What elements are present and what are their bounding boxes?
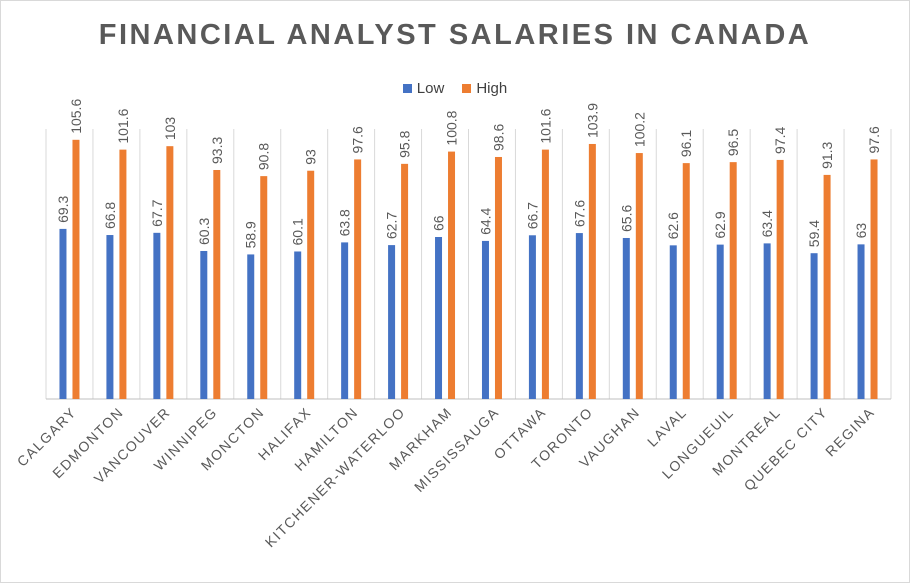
- bar-low: [294, 251, 302, 399]
- data-label-high: 93: [303, 149, 319, 165]
- data-label-high: 103.9: [584, 103, 600, 138]
- data-label-high: 100.2: [631, 112, 647, 147]
- data-label-low: 66.7: [524, 202, 540, 229]
- bar-low: [528, 235, 536, 399]
- x-tick-label: LAVAL: [644, 404, 690, 450]
- bar-low: [481, 240, 489, 399]
- legend: Low High: [1, 80, 909, 97]
- data-label-low: 62.9: [712, 211, 728, 238]
- data-label-low: 63: [853, 223, 869, 239]
- x-tick-label: QUEBEC CITY: [741, 404, 831, 494]
- data-label-high: 97.6: [350, 126, 366, 153]
- data-label-high: 101.6: [537, 108, 553, 143]
- data-label-high: 98.6: [490, 124, 506, 151]
- bar-high: [72, 139, 80, 400]
- legend-item-low: Low: [402, 80, 445, 97]
- data-label-low: 67.6: [571, 200, 587, 227]
- x-tick-label: REGINA: [822, 404, 878, 460]
- data-label-low: 67.7: [149, 199, 165, 226]
- bar-high: [541, 149, 549, 399]
- data-label-low: 64.4: [477, 207, 493, 234]
- bar-high: [354, 159, 362, 399]
- legend-swatch-high: [462, 84, 472, 93]
- data-label-high: 105.6: [68, 99, 84, 134]
- bar-high: [682, 163, 690, 399]
- bar-high: [260, 176, 268, 399]
- legend-label-low: Low: [416, 80, 445, 97]
- bar-low: [388, 245, 396, 399]
- bar-low: [763, 243, 771, 399]
- data-label-high: 96.5: [725, 129, 741, 156]
- data-label-low: 66: [431, 215, 447, 231]
- bar-high: [870, 159, 878, 399]
- bar-low: [669, 245, 677, 399]
- data-label-low: 60.3: [196, 218, 212, 245]
- bar-low: [153, 232, 161, 399]
- data-label-high: 95.8: [397, 130, 413, 157]
- bar-high: [401, 163, 409, 399]
- data-label-low: 60.1: [290, 218, 306, 245]
- bar-low: [716, 244, 724, 399]
- bar-high: [166, 146, 174, 399]
- bar-high: [494, 156, 502, 399]
- bar-low: [575, 233, 583, 399]
- bar-low: [247, 254, 255, 399]
- data-label-high: 101.6: [115, 108, 131, 143]
- data-label-high: 93.3: [209, 137, 225, 164]
- data-label-high: 96.1: [678, 130, 694, 157]
- data-label-low: 62.6: [665, 212, 681, 239]
- data-label-high: 97.4: [772, 126, 788, 153]
- bar-high: [588, 143, 596, 399]
- data-label-high: 97.6: [866, 126, 882, 153]
- data-label-low: 63.8: [337, 209, 353, 236]
- data-label-high: 91.3: [819, 141, 835, 168]
- bar-low: [810, 253, 818, 399]
- bar-high: [213, 169, 221, 399]
- chart-title: FINANCIAL ANALYST SALARIES IN CANADA: [98, 19, 812, 51]
- data-label-low: 58.9: [243, 221, 259, 248]
- data-label-low: 59.4: [806, 220, 822, 247]
- data-label-low: 62.7: [384, 212, 400, 239]
- data-label-high: 90.8: [256, 143, 272, 170]
- bar-low: [622, 237, 630, 399]
- bar-high: [823, 174, 831, 399]
- bar-high: [119, 149, 127, 399]
- data-label-low: 65.6: [618, 205, 634, 232]
- bar-low: [200, 250, 208, 399]
- data-label-low: 63.4: [759, 210, 775, 237]
- bar-low: [59, 228, 67, 399]
- legend-item-high: High: [462, 80, 507, 97]
- bar-low: [106, 235, 114, 399]
- data-label-high: 103: [162, 117, 178, 141]
- bar-high: [307, 170, 315, 399]
- bar-high: [776, 159, 784, 399]
- legend-swatch-low: [402, 84, 412, 93]
- x-tick-label: MISSISSAUGA: [411, 404, 502, 495]
- bar-high: [729, 162, 737, 399]
- bar-low: [341, 242, 349, 399]
- data-label-high: 100.8: [444, 110, 460, 145]
- bar-low: [435, 237, 443, 399]
- data-label-low: 66.8: [102, 202, 118, 229]
- bar-high: [448, 151, 456, 399]
- legend-label-high: High: [476, 80, 508, 97]
- data-label-low: 69.3: [55, 195, 71, 222]
- bar-high: [635, 153, 643, 399]
- bar-low: [857, 244, 865, 399]
